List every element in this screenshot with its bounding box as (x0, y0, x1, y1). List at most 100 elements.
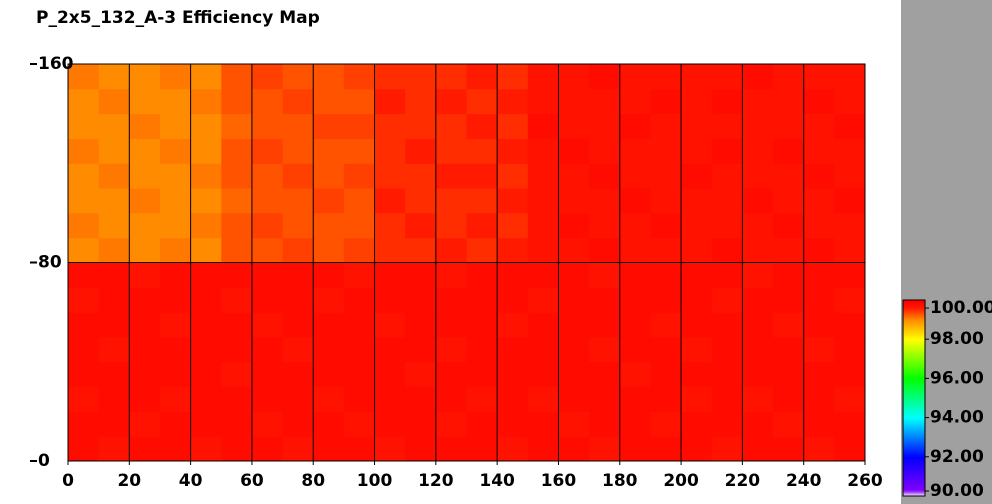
heatmap-cell (711, 88, 743, 115)
heatmap-cell (405, 64, 437, 90)
heatmap-cell (742, 312, 774, 338)
colorbar-swatch (903, 458, 925, 461)
heatmap-cell (681, 411, 713, 437)
heatmap-cell (834, 64, 866, 90)
heatmap-cell (129, 64, 161, 90)
heatmap-cell (834, 138, 866, 164)
heatmap-cell (159, 113, 192, 139)
heatmap-cell (435, 138, 467, 164)
heatmap-cell (435, 287, 467, 313)
heatmap-cell (834, 411, 866, 437)
heatmap-cell (773, 88, 805, 115)
heatmap-cell (497, 287, 529, 313)
heatmap-cell (742, 436, 774, 462)
colorbar-swatch (903, 440, 925, 443)
heatmap-cell (435, 262, 467, 288)
colorbar-swatch (903, 302, 925, 305)
colorbar-swatch (903, 460, 925, 463)
heatmap-cell (650, 88, 682, 115)
heatmap-cell (497, 312, 529, 338)
heatmap-cell (711, 64, 743, 90)
heatmap-cell (129, 163, 161, 189)
heatmap-cell (589, 262, 621, 288)
heatmap-cell (711, 163, 743, 189)
colorbar-swatch (903, 372, 925, 375)
heatmap-cell (313, 163, 345, 189)
heatmap-cell (374, 212, 406, 239)
heatmap-cell (773, 336, 805, 363)
heatmap-cell (251, 212, 284, 239)
heatmap-cell (558, 113, 590, 139)
heatmap-cell (343, 163, 376, 189)
colorbar-label: 98.00 (930, 329, 984, 349)
heatmap-cell (711, 411, 743, 437)
heatmap-cell (619, 312, 651, 338)
heatmap-cell (834, 312, 866, 338)
colorbar-swatch (903, 308, 925, 311)
heatmap-cell (282, 237, 314, 263)
heatmap-cell (435, 113, 467, 139)
heatmap-cell (313, 237, 345, 263)
heatmap-cell (711, 212, 743, 239)
heatmap-cell (803, 188, 835, 214)
heatmap-cell (773, 361, 805, 388)
heatmap-cell (742, 163, 774, 189)
heatmap-cell (221, 386, 253, 412)
heatmap-cell (221, 436, 253, 462)
heatmap-cell (589, 64, 621, 90)
heatmap-cell (159, 386, 192, 412)
heatmap-cell (466, 287, 498, 313)
heatmap-cell (803, 336, 835, 363)
heatmap-cell (681, 336, 713, 363)
heatmap-cell (650, 436, 682, 462)
colorbar-swatch (903, 316, 925, 319)
heatmap-cell (129, 386, 161, 412)
heatmap-cell (98, 411, 130, 437)
heatmap-cell (681, 312, 713, 338)
heatmap-cell (313, 312, 345, 338)
heatmap-cell (313, 138, 345, 164)
heatmap-cell (435, 386, 467, 412)
colorbar-swatch (903, 340, 925, 343)
heatmap-cell (803, 138, 835, 164)
heatmap-cell (313, 336, 345, 363)
heatmap-cell (343, 237, 376, 263)
heatmap-cell (98, 113, 130, 139)
heatmap-cell (313, 361, 345, 388)
colorbar-swatch (903, 378, 925, 381)
colorbar-swatch (903, 398, 925, 401)
heatmap-cell (773, 287, 805, 313)
heatmap-cell (343, 361, 376, 388)
heatmap-cell (527, 237, 559, 263)
heatmap-cell (405, 138, 437, 164)
x-tick-label: 120 (418, 471, 454, 491)
heatmap-cell (313, 113, 345, 139)
heatmap-cell (190, 361, 222, 388)
heatmap-cell (68, 113, 100, 139)
heatmap-cell (374, 411, 406, 437)
heatmap-cell (742, 113, 774, 139)
heatmap-cell (773, 212, 805, 239)
heatmap-cell (221, 411, 253, 437)
colorbar-swatch (903, 324, 925, 327)
x-tick-label: 220 (725, 471, 761, 491)
heatmap-cell (435, 336, 467, 363)
heatmap-cell (343, 436, 376, 462)
heatmap-cell (466, 88, 498, 115)
heatmap-cell (68, 312, 100, 338)
heatmap-cell (497, 212, 529, 239)
colorbar-swatch (903, 326, 925, 329)
heatmap-cell (681, 188, 713, 214)
heatmap-cell (251, 188, 284, 214)
heatmap-cell (773, 113, 805, 139)
colorbar-swatch (903, 354, 925, 357)
colorbar-swatch (903, 488, 925, 491)
heatmap-cell (619, 138, 651, 164)
heatmap-cell (558, 262, 590, 288)
heatmap-cell (589, 212, 621, 239)
heatmap-cell (98, 361, 130, 388)
heatmap-cell (711, 436, 743, 462)
heatmap-cell (527, 262, 559, 288)
heatmap-cell (221, 163, 253, 189)
